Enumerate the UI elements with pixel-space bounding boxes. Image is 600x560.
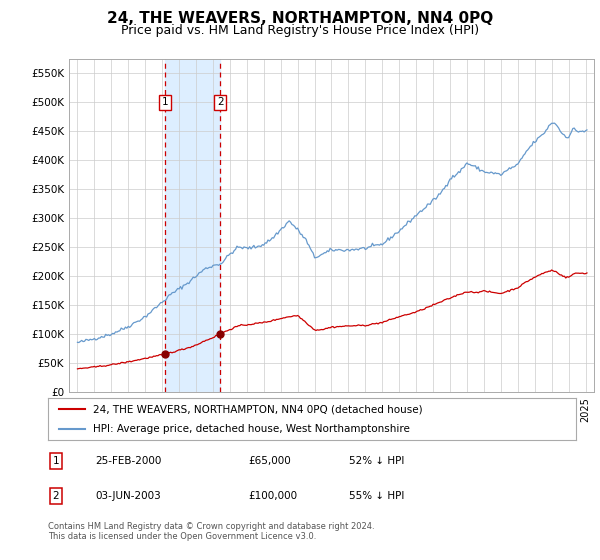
- Text: HPI: Average price, detached house, West Northamptonshire: HPI: Average price, detached house, West…: [93, 424, 410, 434]
- Text: 2: 2: [53, 491, 59, 501]
- Text: 55% ↓ HPI: 55% ↓ HPI: [349, 491, 404, 501]
- Text: 03-JUN-2003: 03-JUN-2003: [95, 491, 161, 501]
- Text: £65,000: £65,000: [248, 456, 292, 466]
- Text: 25-FEB-2000: 25-FEB-2000: [95, 456, 162, 466]
- Text: 1: 1: [53, 456, 59, 466]
- Text: 2: 2: [217, 97, 223, 108]
- Text: Price paid vs. HM Land Registry's House Price Index (HPI): Price paid vs. HM Land Registry's House …: [121, 24, 479, 37]
- Text: 24, THE WEAVERS, NORTHAMPTON, NN4 0PQ (detached house): 24, THE WEAVERS, NORTHAMPTON, NN4 0PQ (d…: [93, 404, 422, 414]
- Text: 24, THE WEAVERS, NORTHAMPTON, NN4 0PQ: 24, THE WEAVERS, NORTHAMPTON, NN4 0PQ: [107, 11, 493, 26]
- Bar: [164, 59, 220, 392]
- Text: £100,000: £100,000: [248, 491, 298, 501]
- Text: 52% ↓ HPI: 52% ↓ HPI: [349, 456, 404, 466]
- Text: Contains HM Land Registry data © Crown copyright and database right 2024.
This d: Contains HM Land Registry data © Crown c…: [48, 522, 374, 542]
- Text: 1: 1: [161, 97, 168, 108]
